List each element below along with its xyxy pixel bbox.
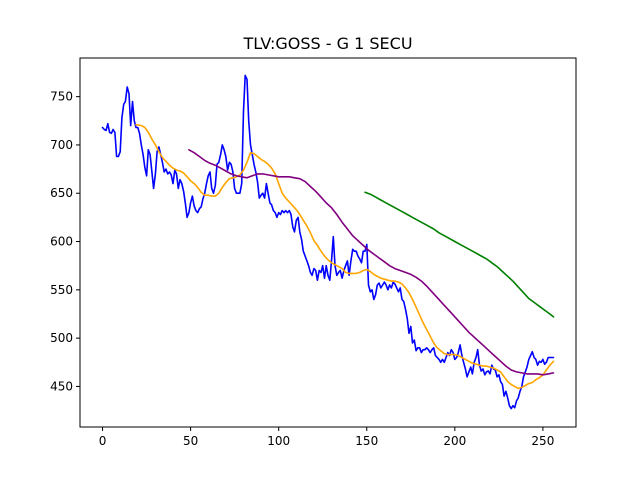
series-line-3 (188, 149, 555, 376)
y-tick-label: 700 (50, 138, 73, 152)
axes-frame (79, 57, 577, 428)
y-tick-label: 550 (50, 283, 73, 297)
series-line-4 (364, 191, 555, 318)
x-tick-label: 0 (99, 434, 107, 448)
y-tick-label: 600 (50, 235, 73, 249)
y-tick-label: 750 (50, 90, 73, 104)
x-tick-label: 100 (267, 434, 290, 448)
y-tick-label: 650 (50, 186, 73, 200)
y-tick-label: 500 (50, 331, 73, 345)
x-tick-label: 250 (531, 434, 554, 448)
x-tick-label: 200 (443, 434, 466, 448)
x-tick-label: 50 (183, 434, 198, 448)
ticks-layer: 0 50 100 150 200 250 450 500 550 600 650 700 750 (50, 90, 554, 448)
y-tick-label: 450 (50, 379, 73, 393)
series-line-2 (135, 123, 555, 390)
series-line-1 (101, 74, 555, 410)
x-tick-label: 150 (355, 434, 378, 448)
chart-title: TLV:GOSS - G 1 SECU (242, 34, 412, 53)
series-layer (101, 74, 555, 410)
